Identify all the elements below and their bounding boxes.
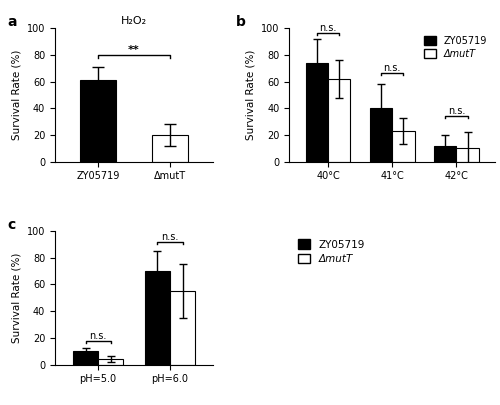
Text: **: ** (128, 45, 140, 55)
Text: a: a (8, 15, 17, 29)
Text: c: c (8, 218, 16, 232)
Legend: ZY05719, ΔmutT: ZY05719, ΔmutT (294, 236, 368, 267)
Bar (456, 148, 479, 162)
Bar (170, 291, 195, 364)
Text: n.s.: n.s. (320, 23, 336, 33)
Y-axis label: Survival Rate (%): Survival Rate (%) (12, 50, 22, 140)
Text: n.s.: n.s. (448, 106, 465, 116)
Bar (80, 80, 116, 162)
Text: n.s.: n.s. (90, 331, 107, 341)
Bar (98, 359, 124, 364)
Text: b: b (236, 15, 246, 29)
Bar (392, 131, 414, 162)
Bar (145, 271, 170, 364)
Bar (434, 146, 456, 162)
Bar (73, 351, 98, 364)
Title: H₂O₂: H₂O₂ (121, 16, 147, 26)
Legend: ZY05719, ΔmutT: ZY05719, ΔmutT (422, 33, 490, 62)
Y-axis label: Survival Rate (%): Survival Rate (%) (12, 253, 22, 343)
Bar (152, 135, 188, 162)
Bar (306, 63, 328, 162)
Bar (328, 79, 350, 162)
Y-axis label: Survival Rate (%): Survival Rate (%) (246, 50, 256, 140)
Text: n.s.: n.s. (384, 63, 401, 73)
Text: n.s.: n.s. (162, 232, 178, 243)
Bar (370, 109, 392, 162)
